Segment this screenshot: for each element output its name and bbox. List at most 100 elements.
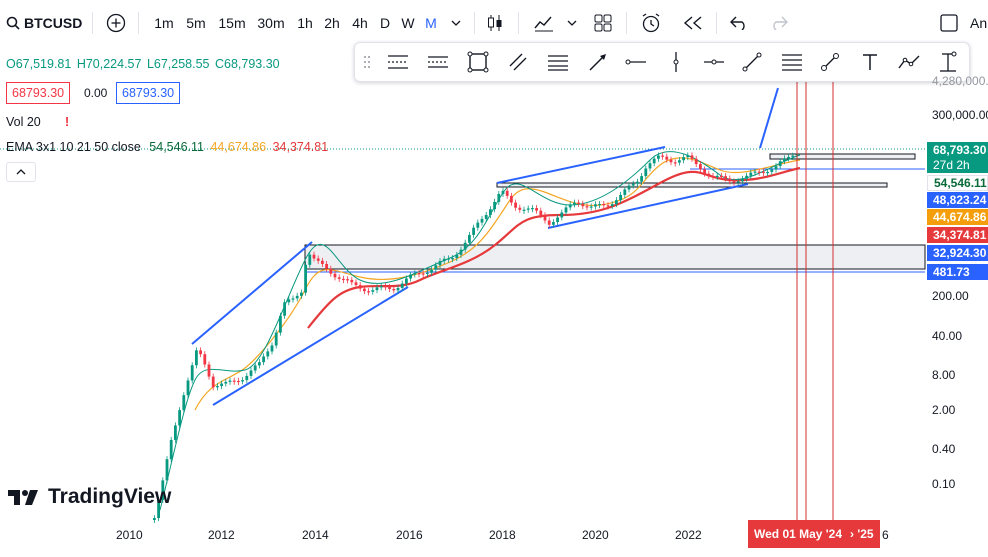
candle-body — [371, 290, 375, 292]
fib-retracement-icon[interactable] — [543, 47, 573, 77]
drag-handle-icon[interactable] — [357, 47, 377, 77]
top-toolbar: BTCUSD 1m 5m 15m 30m 1h 2h 4h D W M — [0, 0, 988, 46]
trend-line-2[interactable] — [212, 286, 409, 406]
parallel-channel-icon[interactable] — [503, 47, 533, 77]
polyline-icon[interactable] — [895, 47, 925, 77]
rectangle-icon[interactable] — [463, 47, 493, 77]
candle-body — [526, 208, 530, 210]
interval-30m[interactable]: 30m — [257, 15, 285, 31]
replay-button[interactable] — [680, 0, 706, 46]
candle-body — [216, 386, 219, 388]
candle-body — [434, 265, 438, 270]
trend-line-4[interactable] — [547, 183, 749, 229]
candle-body — [300, 292, 303, 296]
indicators-icon — [534, 16, 553, 32]
regression-trend-icon[interactable] — [383, 47, 413, 77]
candle-body — [573, 202, 576, 205]
interval-15m[interactable]: 15m — [218, 15, 246, 31]
candle-body — [707, 173, 711, 176]
interval-1h[interactable]: 1h — [297, 15, 313, 31]
path-icon[interactable] — [815, 47, 845, 77]
candle-body — [585, 206, 589, 208]
candle-body — [732, 181, 736, 183]
grid-icon — [594, 14, 612, 32]
warning-icon[interactable]: ! — [64, 113, 70, 129]
candle-body — [396, 287, 400, 291]
candle-body — [342, 278, 345, 281]
interval-4h[interactable]: 4h — [352, 15, 368, 31]
candle-body — [791, 155, 795, 157]
fib-channel-icon[interactable] — [777, 47, 807, 77]
header-right-label[interactable]: An — [970, 15, 988, 31]
interval-d[interactable]: D — [379, 15, 391, 31]
toolbar-divider — [474, 12, 475, 34]
trend-line-1[interactable] — [191, 241, 313, 345]
fullscreen-checkbox[interactable] — [936, 0, 962, 46]
ema-value-c: 34,374.81 — [272, 140, 329, 154]
time-axis-label: 2018 — [489, 528, 516, 542]
candle-body — [455, 254, 459, 259]
compare-add-button[interactable] — [104, 0, 128, 46]
interval-w[interactable]: W — [401, 15, 415, 31]
interval-5m[interactable]: 5m — [186, 15, 206, 31]
candle-body — [636, 181, 639, 184]
interval-dropdown[interactable] — [448, 0, 464, 46]
alert-button[interactable] — [638, 0, 664, 46]
ema-legend[interactable]: EMA 3x1 10 21 50 close 54,546.11 44,674.… — [6, 140, 328, 154]
time-axis-label: 2020 — [582, 528, 609, 542]
search-icon — [6, 16, 20, 30]
candle-body — [745, 175, 748, 179]
trend-line-3[interactable] — [496, 146, 666, 184]
toolbar-divider — [626, 12, 627, 34]
candle-body — [169, 439, 173, 460]
collapse-legend-button[interactable] — [6, 162, 36, 182]
candle-body — [484, 214, 488, 219]
price-tag-level-3: 481.73 — [927, 264, 988, 280]
trend-line-icon[interactable] — [737, 47, 767, 77]
interval-1m[interactable]: 1m — [154, 15, 174, 31]
candle-body — [329, 268, 333, 274]
horizontal-ray-icon[interactable] — [621, 47, 651, 77]
symbol-search[interactable]: BTCUSD — [6, 0, 82, 46]
interval-2h[interactable]: 2h — [324, 15, 340, 31]
bid-price[interactable]: 68793.30 — [6, 82, 71, 104]
candle-body — [762, 171, 765, 173]
candle-body — [190, 365, 194, 381]
support-zone-box[interactable] — [304, 244, 926, 270]
indicators-button[interactable] — [530, 0, 558, 46]
rewind-icon — [683, 16, 702, 30]
toolbar-divider — [716, 12, 717, 34]
layouts-button[interactable] — [590, 0, 616, 46]
candle-body — [195, 350, 198, 366]
candles-icon — [488, 15, 502, 31]
anchor-icon[interactable] — [933, 47, 963, 77]
candle-body — [232, 380, 236, 382]
tradingview-logo[interactable]: TradingView — [8, 485, 171, 509]
resistance-zone-box[interactable] — [496, 182, 888, 188]
tradingview-logo-icon — [8, 490, 38, 505]
arrow-icon[interactable] — [583, 47, 613, 77]
indicators-dropdown[interactable] — [564, 0, 580, 46]
candle-body — [333, 273, 337, 278]
interval-m[interactable]: M — [425, 15, 437, 31]
price-tag-level-1: 48,823.24 — [927, 192, 988, 208]
candle-body — [426, 272, 429, 275]
text-icon[interactable] — [855, 47, 885, 77]
horizontal-line-icon[interactable] — [699, 47, 729, 77]
ema-value-b: 44,674.86 — [210, 140, 267, 154]
ask-price[interactable]: 68793.30 — [116, 82, 181, 104]
undo-button[interactable] — [728, 0, 750, 46]
pitchfork-icon[interactable] — [423, 47, 453, 77]
chart-type-button[interactable] — [482, 0, 508, 46]
volume-label[interactable]: Vol 20 — [6, 115, 41, 129]
vertical-line-icon[interactable] — [661, 47, 691, 77]
candle-body — [237, 380, 240, 383]
ema-value-a: 54,546.11 — [149, 140, 204, 154]
candle-body — [249, 370, 253, 376]
trend-lines[interactable] — [191, 87, 779, 406]
candle-body — [724, 176, 727, 179]
redo-button[interactable] — [768, 0, 790, 46]
trend-line-5[interactable] — [759, 87, 779, 149]
top-zone-box[interactable] — [769, 153, 916, 160]
